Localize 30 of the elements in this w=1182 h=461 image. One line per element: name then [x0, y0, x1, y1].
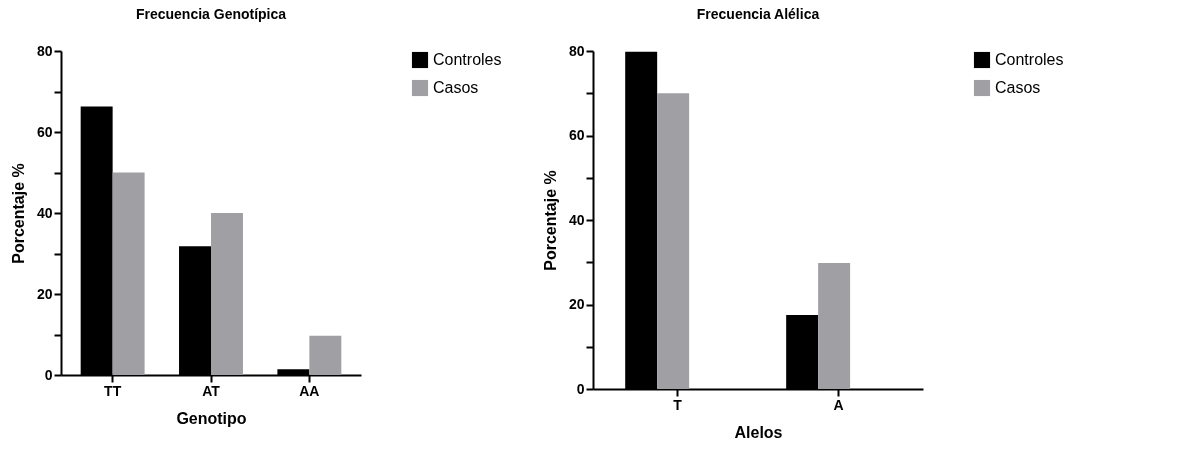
y-axis-title: Porcentaje %	[541, 170, 559, 271]
x-tick-label: T	[673, 396, 683, 413]
y-tick-label: 60	[568, 127, 585, 143]
bar	[818, 263, 851, 389]
chart-title: Frecuencia Alélica	[696, 6, 820, 22]
y-tick-label: 80	[568, 42, 585, 59]
y-tick-label: 20	[36, 285, 53, 302]
chart-title: Frecuencia Genotípica	[135, 6, 287, 22]
y-tick-label: 0	[44, 366, 53, 383]
y-axis-title: Porcentaje %	[9, 163, 27, 264]
bar	[657, 93, 690, 389]
y-tick-label: 60	[36, 123, 53, 140]
x-tick-label: TT	[104, 382, 122, 399]
bar	[309, 335, 342, 375]
x-axis-title: Alelos	[734, 423, 783, 441]
y-tick-label: 20	[568, 296, 585, 312]
x-tick-label: A	[833, 396, 844, 413]
legend-label: Casos	[995, 79, 1041, 96]
y-tick-label: 40	[36, 204, 53, 221]
bar	[211, 213, 243, 375]
legend-label: Controles	[995, 51, 1064, 68]
y-tick-label: 0	[576, 380, 585, 397]
x-axis-title: Genotipo	[176, 409, 247, 427]
y-tick-label: 40	[568, 211, 585, 228]
x-tick-label: AT	[202, 382, 221, 399]
bar	[112, 172, 145, 375]
x-tick-label: AA	[299, 382, 320, 399]
legend-label: Controles	[433, 51, 502, 68]
legend-label: Casos	[433, 79, 479, 96]
y-tick-label: 80	[36, 42, 53, 59]
